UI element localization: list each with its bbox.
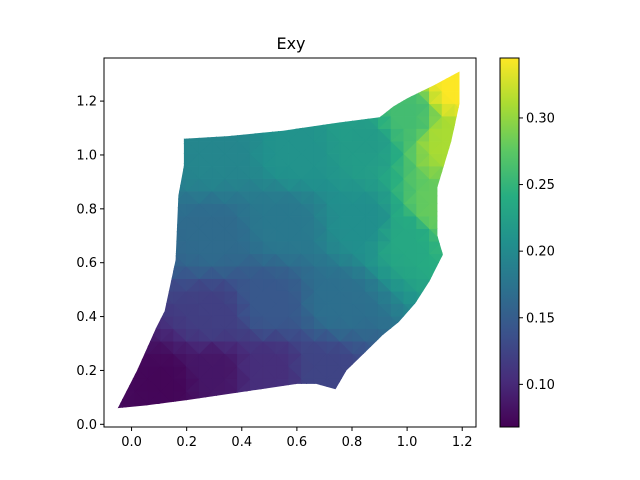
colorbar-tick-label: 0.30 [526,111,555,126]
x-axis: 0.0 0.2 0.4 0.6 0.8 1.0 1.2 [121,427,473,450]
x-tick-label: 0.2 [176,435,197,450]
mesh-cell [454,78,460,92]
x-tick-label: 0.0 [121,435,142,450]
y-tick-label: 0.0 [76,418,97,433]
colorbar-tick-label: 0.25 [526,178,555,193]
axes-border [103,57,477,428]
x-tick-label: 0.4 [231,435,252,450]
colorbar-tick-label: 0.10 [526,378,555,393]
mesh-cell [454,90,460,105]
y-tick-label: 1.2 [76,95,97,110]
x-tick-label: 1.2 [452,435,473,450]
colorbar-border [499,57,520,428]
mesh-cell [454,77,460,92]
y-tick-label: 0.8 [76,202,97,217]
y-axis: 0.0 0.2 0.4 0.6 0.8 1.0 1.2 [76,95,104,433]
mesh-cell [454,103,460,117]
colorbar-tick-label: 0.20 [526,245,555,260]
colorbar-tick-label: 0.15 [526,311,555,326]
colorbar: 0.10 0.15 0.20 0.25 0.30 [499,57,555,428]
y-tick-label: 0.2 [76,364,97,379]
y-tick-label: 1.0 [76,148,97,163]
x-tick-label: 0.8 [342,435,363,450]
chart-title: Exy [276,34,305,53]
plot-area: 0.0 0.2 0.4 0.6 0.8 1.0 1.2 0.0 0.2 0.4 0.6 0.8 1.0… [76,57,477,450]
colorbar-gradient [500,58,519,427]
y-tick-label: 0.4 [76,310,97,325]
x-tick-label: 0.6 [287,435,308,450]
y-tick-label: 0.6 [76,256,97,271]
colorbar-ticks: 0.10 0.15 0.20 0.25 0.30 [519,111,555,393]
x-tick-label: 1.0 [397,435,418,450]
